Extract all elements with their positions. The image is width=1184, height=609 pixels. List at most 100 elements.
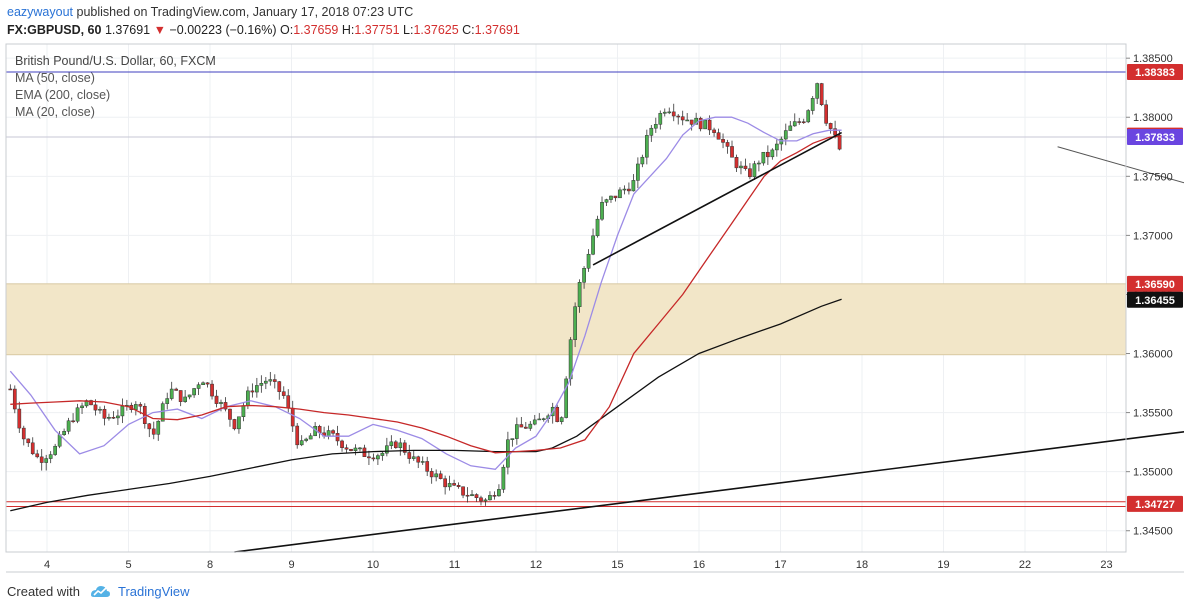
candle-body [53, 445, 57, 455]
candle-body [214, 395, 219, 404]
candle-body [528, 423, 533, 429]
candle-body [80, 405, 84, 409]
candle-body [743, 165, 748, 169]
x-tick-label: 5 [125, 559, 131, 571]
candle-body [622, 188, 627, 191]
candle-body [725, 142, 730, 147]
candle-body [434, 473, 439, 478]
tradingview-brand-link[interactable]: TradingView [118, 584, 190, 599]
price-labels: 1.383831.378441.378331.365901.364551.347… [1127, 63, 1183, 512]
candle-body [192, 388, 196, 396]
candle-body [564, 378, 569, 418]
trendline [592, 131, 843, 266]
candlesticks [8, 82, 842, 506]
candle-body [429, 471, 434, 478]
candle-body [721, 139, 725, 143]
candle-body [169, 388, 174, 399]
candle-body [783, 130, 788, 140]
candle-body [246, 390, 250, 406]
candle-body [577, 282, 582, 307]
candle-body [107, 417, 111, 419]
candle-body [376, 455, 380, 460]
candle-body [559, 417, 564, 422]
open-value: 1.37659 [293, 23, 339, 37]
candle-body [349, 448, 353, 451]
x-tick-label: 10 [367, 559, 379, 571]
support-zone [5, 283, 1127, 356]
x-tick-label: 17 [774, 559, 786, 571]
change-value: −0.00223 (−0.16%) [169, 23, 277, 37]
legend-ema200[interactable]: EMA (200, close) [15, 88, 111, 102]
x-tick-label: 9 [288, 559, 294, 571]
high-value: 1.37751 [354, 23, 400, 37]
candle-body [8, 388, 13, 391]
y-tick-label: 1.37000 [1133, 230, 1173, 242]
candle-body [806, 110, 811, 123]
chart-header: eazywayout published on TradingView.com,… [0, 0, 1184, 44]
y-tick-label: 1.35000 [1133, 467, 1173, 479]
footer: Created with TradingView [0, 574, 1184, 609]
trendline [1057, 146, 1184, 184]
candle-body [71, 420, 75, 423]
candle-body [828, 123, 833, 129]
candle-body [407, 452, 412, 459]
author-link[interactable]: eazywayout [7, 5, 74, 19]
candle-body [586, 253, 591, 269]
x-tick-label: 8 [207, 559, 213, 571]
x-tick-label: 15 [611, 559, 623, 571]
candle-body [331, 430, 335, 434]
change-arrow-icon: ▼ [153, 23, 166, 37]
publish-line: eazywayout published on TradingView.com,… [7, 5, 413, 19]
candle-body [631, 180, 636, 192]
y-tick-label: 1.34500 [1133, 526, 1173, 538]
candle-body [35, 453, 40, 458]
candle-body [770, 149, 775, 158]
candle-body [295, 425, 300, 446]
candle-body [595, 218, 600, 237]
symbol-label: FX:GBPUSD, 60 [7, 23, 102, 37]
close-label: C: [462, 23, 475, 37]
candle-body [604, 199, 609, 203]
candle-body [66, 420, 71, 432]
tradingview-logo-icon[interactable] [88, 582, 112, 600]
candle-body [680, 116, 685, 121]
y-tick-label: 1.38000 [1133, 112, 1173, 124]
candle-body [17, 408, 22, 429]
candle-body [703, 119, 707, 130]
candle-body [447, 483, 452, 488]
price-label-text: 1.34727 [1135, 499, 1175, 511]
candle-body [371, 457, 376, 460]
y-tick-label: 1.37500 [1133, 171, 1173, 183]
candle-body [644, 135, 649, 158]
candle-body [582, 267, 586, 283]
candle-body [133, 404, 138, 410]
candle-body [228, 408, 232, 420]
candle-body [676, 115, 681, 118]
candle-body [801, 121, 806, 123]
trendlines [234, 131, 1184, 553]
candle-body [541, 418, 546, 420]
candle-body [263, 380, 268, 384]
candle-body [452, 483, 456, 486]
candle-body [187, 394, 192, 398]
legend-title: British Pound/U.S. Dollar, 60, FXCM [15, 54, 216, 68]
candle-body [815, 83, 820, 99]
candle-body [438, 473, 443, 479]
candle-body [497, 489, 501, 497]
candle-body [138, 404, 143, 407]
candle-body [689, 119, 694, 125]
candle-body [514, 424, 519, 439]
price-label-text: 1.37833 [1135, 132, 1175, 144]
candle-body [555, 406, 560, 422]
candle-body [662, 111, 667, 114]
legend-ma50[interactable]: MA (50, close) [15, 71, 95, 85]
candle-body [483, 499, 488, 502]
price-label-text: 1.36590 [1135, 279, 1175, 291]
candle-body [304, 438, 309, 441]
price-chart[interactable]: 1.385001.380001.375001.370001.365001.360… [0, 0, 1184, 574]
candle-body [739, 165, 743, 169]
candle-body [358, 447, 362, 450]
candle-body [26, 438, 31, 444]
x-tick-label: 23 [1100, 559, 1112, 571]
legend-ma20[interactable]: MA (20, close) [15, 105, 95, 119]
